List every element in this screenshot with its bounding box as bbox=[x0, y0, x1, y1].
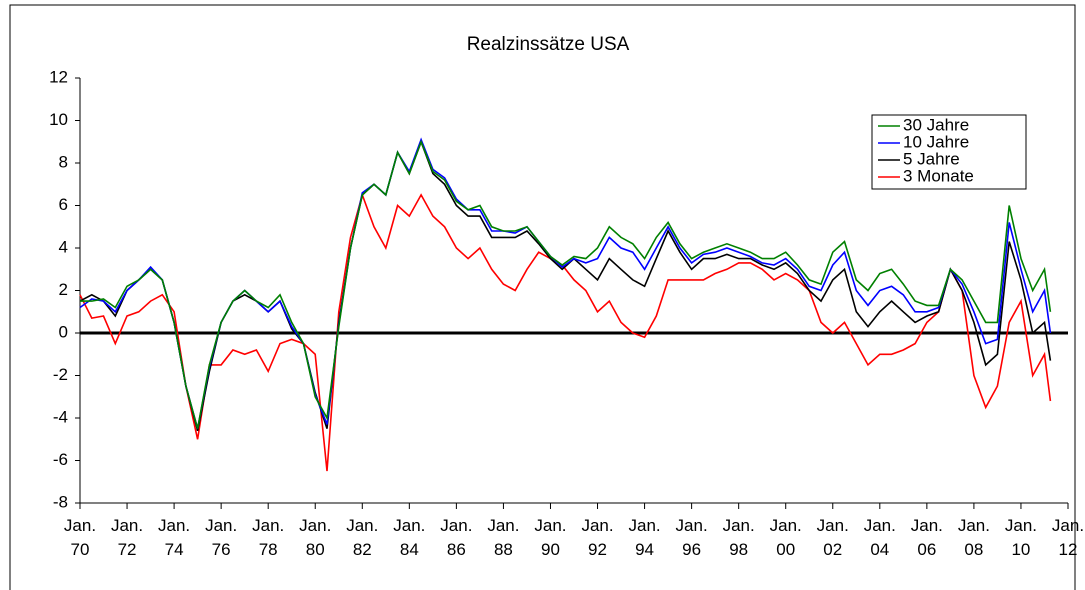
chart-frame bbox=[9, 4, 1076, 590]
legend-label: 10 Jahre bbox=[903, 132, 969, 151]
x-tick-label: Jan. 86 bbox=[440, 516, 473, 559]
series-line bbox=[80, 139, 1052, 429]
x-tick-label: Jan. 06 bbox=[910, 516, 943, 559]
y-tick-label: -6 bbox=[53, 450, 68, 469]
x-tick-label: Jan. 04 bbox=[863, 516, 896, 559]
legend-label: 3 Monate bbox=[903, 166, 974, 185]
y-tick-label: 12 bbox=[49, 67, 68, 86]
x-tick-label: Jan. 72 bbox=[110, 516, 144, 559]
x-tick-label: Jan. 70 bbox=[63, 516, 97, 559]
y-tick-label: 6 bbox=[59, 195, 68, 214]
x-tick-label: Jan. 12 bbox=[1051, 516, 1085, 559]
x-tick-label: Jan. 88 bbox=[487, 516, 520, 559]
x-tick-label: Jan. 08 bbox=[957, 516, 990, 559]
x-tick-label: Jan. 90 bbox=[534, 516, 567, 559]
x-tick-label: Jan. 96 bbox=[675, 516, 708, 559]
x-tick-label: Jan. 10 bbox=[1004, 516, 1037, 559]
y-tick-label: 10 bbox=[49, 110, 68, 129]
y-tick-label: -4 bbox=[53, 407, 68, 426]
x-tick-label: Jan. 02 bbox=[816, 516, 849, 559]
x-tick-label: Jan. 84 bbox=[393, 516, 426, 559]
x-tick-label: Jan. 00 bbox=[769, 516, 802, 559]
x-tick-label: Jan. 98 bbox=[722, 516, 755, 559]
x-tick-label: Jan. 92 bbox=[581, 516, 614, 559]
x-tick-label: Jan. 76 bbox=[205, 516, 238, 559]
y-tick-label: 0 bbox=[59, 322, 68, 341]
y-tick-label: 8 bbox=[59, 152, 68, 171]
y-tick-label: -2 bbox=[53, 365, 68, 384]
y-tick-label: 2 bbox=[59, 280, 68, 299]
series-line bbox=[79, 192, 1052, 472]
series-line bbox=[79, 139, 1052, 432]
y-tick-label: 4 bbox=[59, 237, 68, 256]
x-tick-label: Jan. 82 bbox=[346, 516, 379, 559]
y-tick-label: -8 bbox=[53, 492, 68, 511]
legend-label: 5 Jahre bbox=[903, 149, 960, 168]
x-tick-label: Jan. 94 bbox=[628, 516, 661, 559]
chart-title: Realzinssätze USA bbox=[467, 34, 630, 55]
x-tick-label: Jan. 74 bbox=[158, 516, 191, 559]
legend-label: 30 Jahre bbox=[903, 115, 969, 134]
x-tick-label: Jan. 78 bbox=[252, 516, 285, 559]
x-tick-label: Jan. 80 bbox=[299, 516, 332, 559]
